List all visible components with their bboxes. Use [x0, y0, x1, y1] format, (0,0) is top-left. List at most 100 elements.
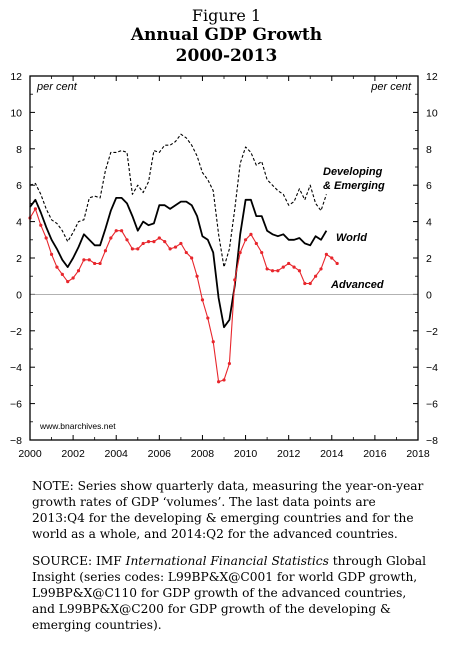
y-tick-label-left: 8	[16, 144, 22, 156]
annotation-emerging: & Emerging	[323, 180, 385, 192]
y-tick-label-left: −6	[10, 399, 22, 411]
tick-labels: −8 −8 −6 −6 −4 −4 −2 −2 0 0 2 2 4 4 6 6 8 8 10 10 12 12 2000 20…	[10, 71, 438, 460]
data-point-advanced	[190, 256, 194, 260]
annotation-advanced: Advanced	[330, 279, 384, 291]
x-tick-label: 2000	[18, 448, 42, 460]
data-point-advanced	[276, 269, 280, 273]
y-tick-label-right: −8	[426, 435, 438, 447]
data-point-advanced	[98, 261, 102, 266]
y-tick-label-right: 0	[426, 289, 432, 301]
x-tick-label: 2002	[61, 448, 85, 460]
y-tick-label-right: 2	[426, 253, 432, 265]
data-point-advanced	[184, 250, 188, 255]
y-tick-label-right: 10	[426, 107, 438, 119]
data-point-advanced	[254, 241, 258, 246]
y-tick-label-left: 2	[16, 253, 22, 265]
data-point-advanced	[39, 223, 43, 227]
y-tick-label-right: −2	[426, 326, 438, 338]
y-tick-label-left: 0	[16, 289, 22, 301]
x-tick-label: 2014	[320, 448, 344, 460]
chart-svg: −8 −8 −6 −6 −4 −4 −2 −2 0 0 2 2 4 4 6 6 8 8 10 10 12 12 2000 20…	[10, 71, 438, 460]
y-tick-label-left: 6	[16, 180, 22, 192]
data-point-advanced	[238, 250, 242, 255]
y-tick-label-left: 12	[10, 71, 22, 83]
data-point-advanced	[324, 252, 328, 256]
x-tick-label: 2004	[105, 448, 129, 460]
data-point-advanced	[66, 280, 70, 284]
data-point-advanced	[270, 269, 275, 273]
y-tick-label-left: −8	[10, 435, 22, 447]
x-tick-label: 2008	[191, 448, 215, 460]
data-point-advanced	[125, 238, 129, 242]
y-tick-label-left: −2	[10, 326, 22, 338]
data-point-advanced	[109, 236, 113, 240]
figure-label: Figure 1	[191, 6, 262, 25]
data-point-advanced	[33, 207, 37, 211]
plot-frame	[29, 75, 419, 441]
data-point-advanced	[163, 240, 167, 244]
y-tick-label-left: −4	[10, 362, 22, 374]
data-point-advanced	[200, 298, 205, 302]
data-point-advanced	[82, 258, 86, 262]
chart-subtitle: 2000-2013	[175, 46, 278, 66]
x-tick-label: 2012	[277, 448, 301, 460]
data-point-advanced	[60, 272, 64, 276]
y-tick-label-right: 8	[426, 144, 432, 156]
chart-title: Annual GDP Growth	[130, 25, 323, 45]
data-point-advanced	[136, 247, 140, 251]
data-point-advanced	[308, 281, 312, 286]
annotation-world: World	[336, 232, 367, 244]
data-point-advanced	[44, 236, 48, 240]
data-point-advanced	[71, 276, 75, 280]
x-tick-label: 2006	[148, 448, 172, 460]
data-point-advanced	[330, 256, 334, 260]
data-point-advanced	[319, 267, 323, 271]
data-point-advanced	[103, 249, 108, 253]
data-point-advanced	[281, 265, 285, 269]
unit-label-left: per cent	[36, 81, 78, 93]
y-tick-label-right: 6	[426, 180, 432, 192]
chart-source: SOURCE: IMF International Financial Stat…	[32, 553, 432, 633]
annotation-developing: Developing	[323, 166, 383, 178]
x-tick-label: 2018	[406, 448, 430, 460]
data-point-advanced	[303, 281, 307, 286]
data-point-advanced	[179, 241, 183, 246]
series-line-developing-emerging	[29, 133, 327, 268]
data-point-advanced	[76, 269, 81, 273]
source-italic: International Financial Statistics	[125, 554, 329, 568]
data-point-advanced	[227, 361, 231, 366]
data-point-advanced	[157, 236, 161, 240]
x-tick-label: 2010	[234, 448, 258, 460]
data-point-advanced	[93, 261, 97, 266]
y-tick-label-right: 4	[426, 217, 432, 229]
y-tick-label-left: 4	[16, 217, 22, 229]
data-point-advanced	[152, 240, 156, 244]
data-point-advanced	[195, 274, 199, 278]
series-line-world	[29, 196, 328, 329]
data-point-advanced	[206, 316, 210, 320]
watermark: www.bnarchives.net	[39, 421, 116, 431]
data-point-advanced	[120, 229, 124, 233]
y-tick-label-right: 12	[426, 71, 438, 83]
data-point-advanced	[249, 232, 253, 236]
source-suffix: through Global Insight (series codes: L9…	[32, 554, 426, 632]
data-point-advanced	[260, 250, 264, 255]
data-point-advanced	[233, 278, 237, 282]
chart-note: NOTE: Series show quarterly data, measur…	[32, 479, 424, 541]
data-point-advanced	[173, 245, 178, 249]
source-prefix: SOURCE: IMF	[32, 554, 126, 568]
data-point-advanced	[146, 240, 151, 244]
data-point-advanced	[314, 274, 318, 278]
unit-label-right: per cent	[370, 81, 412, 93]
data-point-advanced	[141, 241, 145, 246]
data-point-advanced	[222, 378, 226, 382]
data-point-advanced	[87, 258, 91, 262]
y-tick-label-right: −4	[426, 362, 438, 374]
axis-ticks	[29, 75, 419, 441]
data-point-advanced	[292, 265, 296, 269]
data-point-advanced	[211, 340, 215, 344]
data-point-advanced	[265, 267, 269, 271]
y-tick-label-left: 10	[10, 107, 22, 119]
data-point-advanced	[130, 247, 134, 251]
data-point-advanced	[55, 265, 59, 269]
